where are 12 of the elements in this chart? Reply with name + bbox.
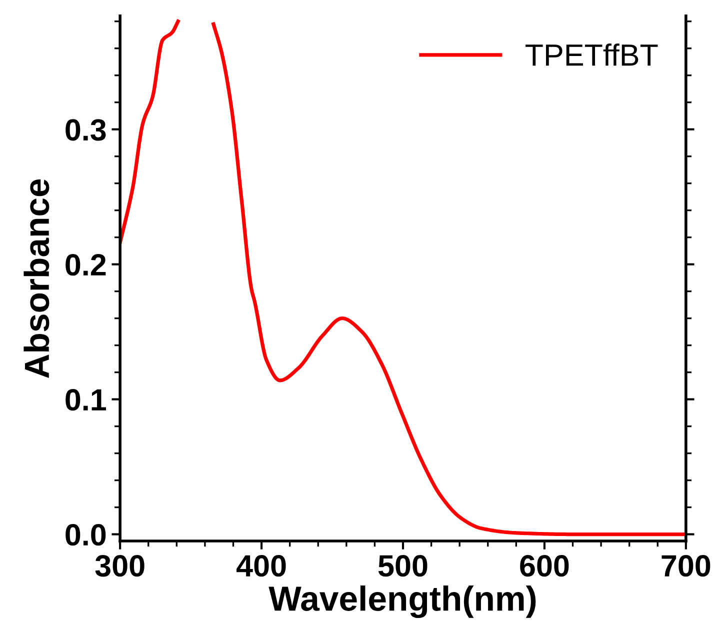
y-tick-label: 0.1: [66, 389, 106, 411]
x-tick-label: 600: [520, 555, 569, 577]
y-tick-label: 0.2: [66, 254, 106, 276]
y-tick-label: 0.3: [66, 119, 106, 141]
x-tick-label: 500: [378, 555, 428, 577]
y-tick-label: 0.0: [66, 524, 106, 546]
x-axis-title: Wavelength(nm): [268, 585, 536, 618]
legend-label: TPETffBT: [526, 43, 658, 66]
x-tick-label: 400: [236, 555, 286, 577]
x-tick-label: 300: [95, 555, 144, 577]
x-tick-label: 700: [662, 555, 710, 577]
y-axis-title: Absorbance: [24, 179, 50, 378]
